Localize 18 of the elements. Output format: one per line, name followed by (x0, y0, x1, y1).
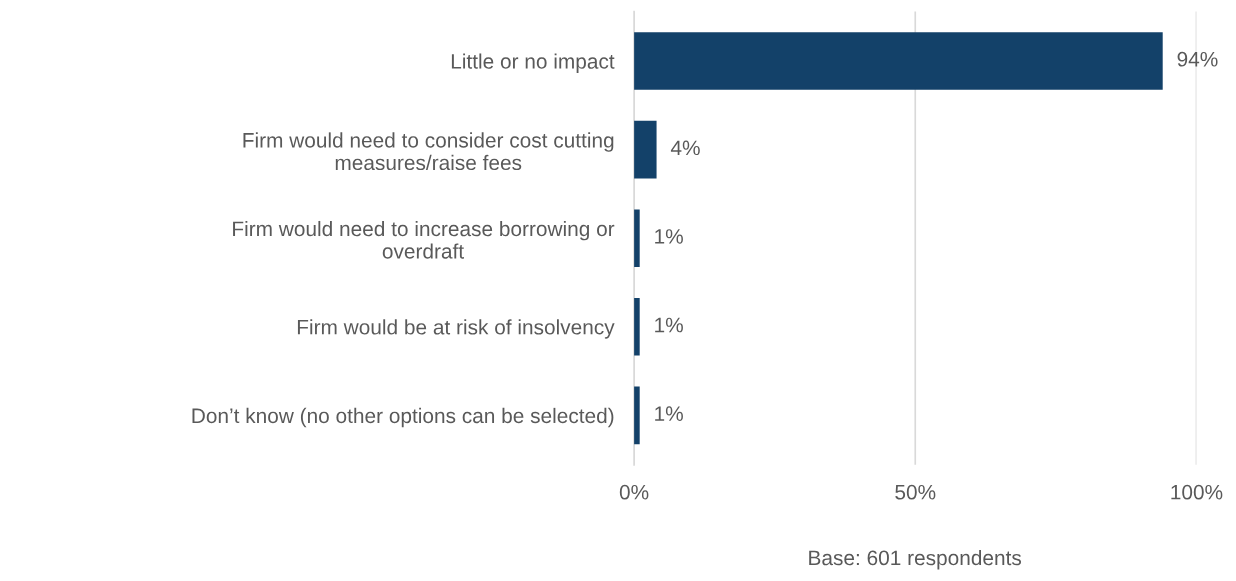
bar (634, 209, 640, 267)
y-tick-label: Firm would need to increase borrowing or overdraft (233, 220, 615, 259)
bar (634, 120, 657, 179)
data-label: 4% (670, 140, 700, 156)
x-tick-label: 0% (619, 484, 649, 500)
y-tick-label: Firm would be at risk of insolvency (297, 319, 615, 339)
data-label: 94% (1177, 51, 1218, 67)
y-tick-label: Firm would need to consider cost cutting measures/raise fees (243, 132, 614, 171)
y-tick-label: Don’t know (no other options can be selected) (192, 407, 614, 428)
text: Base: 601 respondents (809, 549, 1022, 570)
data-label: 1% (655, 406, 683, 421)
data-label: 1% (655, 317, 683, 333)
bar (634, 32, 1163, 90)
bar (634, 298, 640, 356)
x-tick-label: 50% (895, 484, 936, 500)
x-tick-label: 100% (1171, 484, 1223, 500)
y-tick-label: Little or no impact (451, 53, 615, 73)
data-label: 1% (655, 229, 683, 244)
